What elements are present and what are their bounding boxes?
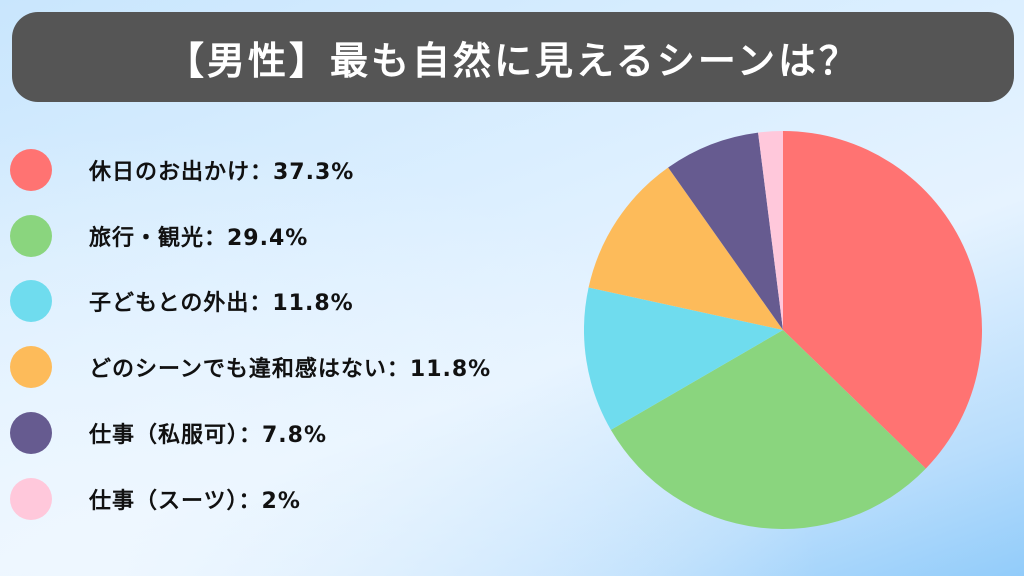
pie-slice	[758, 131, 783, 330]
pie-slices	[584, 131, 982, 529]
legend-color-swatch-icon	[10, 280, 52, 322]
pie-slice	[610, 330, 926, 529]
legend-label: 仕事（私服可）：7.8%	[89, 423, 328, 448]
legend-label: 休日のお出かけ：37.3%	[89, 160, 355, 185]
legend-item: 休日のお出かけ：37.3%	[10, 148, 354, 192]
legend-color-swatch-icon	[10, 215, 52, 257]
legend-item: 仕事（スーツ）：2%	[10, 477, 301, 521]
legend-label: どのシーンでも違和感はない：11.8%	[89, 357, 492, 382]
pie-slice	[783, 131, 982, 469]
legend-item: 仕事（私服可）：7.8%	[10, 411, 327, 455]
pie-slice	[588, 167, 783, 330]
pie-slice	[668, 132, 783, 330]
legend-color-swatch-icon	[10, 478, 52, 520]
legend-item: 旅行・観光：29.4%	[10, 214, 308, 258]
legend-label: 旅行・観光：29.4%	[89, 226, 309, 251]
legend-color-swatch-icon	[10, 346, 52, 388]
pie-chart	[584, 131, 982, 529]
legend-label: 仕事（スーツ）：2%	[89, 489, 301, 514]
legend-item: どのシーンでも違和感はない：11.8%	[10, 345, 491, 389]
legend-label: 子どもとの外出：11.8%	[89, 291, 354, 316]
legend-color-swatch-icon	[10, 412, 52, 454]
legend-item: 子どもとの外出：11.8%	[10, 279, 354, 323]
title-bar: 【男性】最も自然に見えるシーンは？	[12, 12, 1014, 102]
legend-color-swatch-icon	[10, 149, 52, 191]
chart-title: 【男性】最も自然に見えるシーンは？	[166, 38, 860, 83]
pie-slice	[584, 287, 783, 430]
